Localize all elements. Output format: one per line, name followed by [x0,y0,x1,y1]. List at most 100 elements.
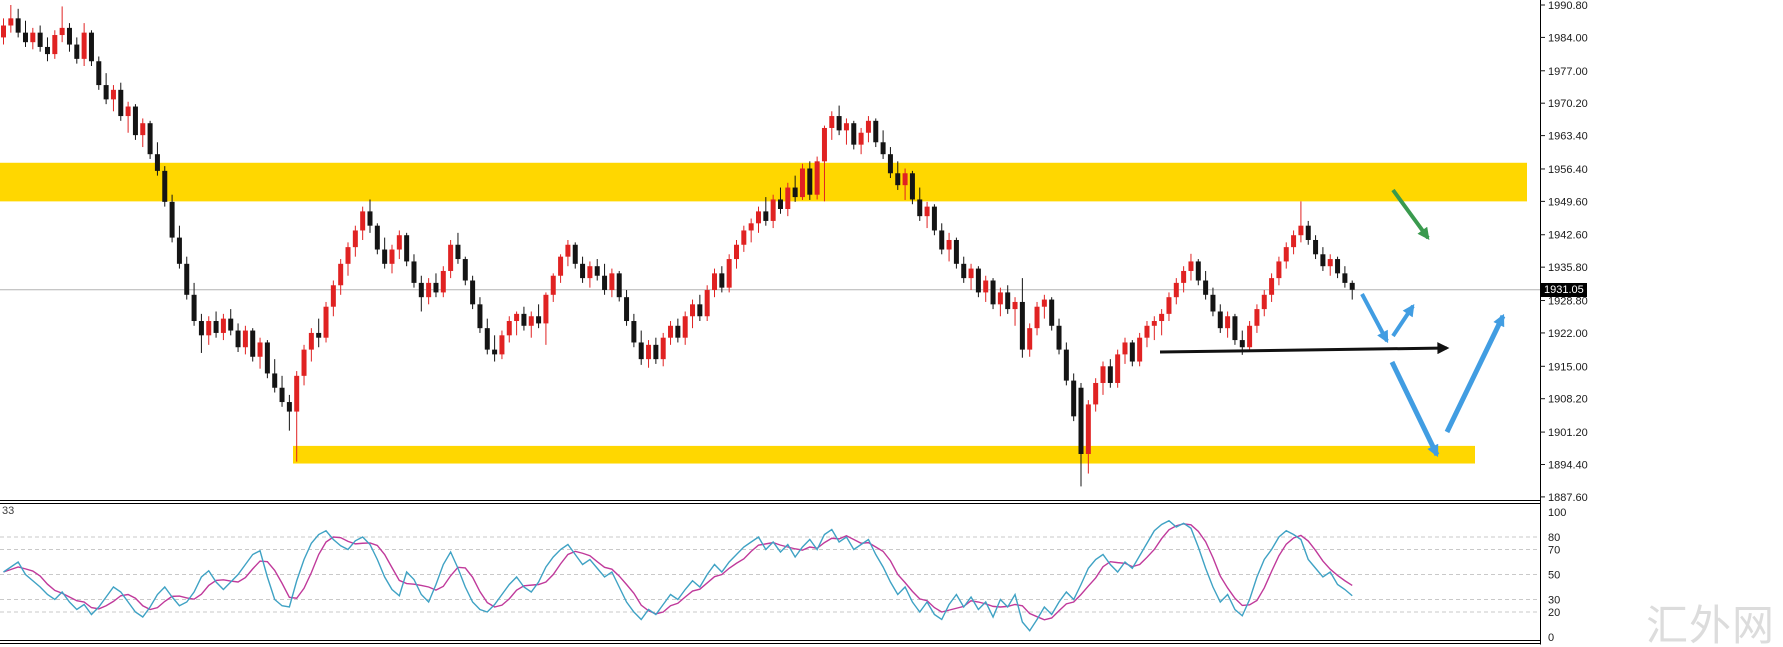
price-tick-label: 1949.60 [1548,196,1588,208]
candle-bear [887,154,893,174]
oscillator-tick-label: 50 [1548,570,1560,582]
price-zones [0,162,1527,464]
price-tick-label: 1928.80 [1548,296,1588,308]
candle-bull [220,318,226,333]
candle-bear [1019,301,1025,350]
candle-bull [843,123,849,131]
candle-bear [836,116,842,131]
candle-bull [1115,354,1121,383]
candle-bull [514,313,520,322]
candle-bear [272,373,278,388]
candle-bear [580,263,586,279]
candle-bull [668,325,674,338]
candle-bear [169,201,175,238]
candle-bear [279,387,285,403]
candle-bear [382,249,388,264]
candle-bull [1041,299,1047,307]
candle-bear [367,211,373,226]
candle-bull [755,211,761,224]
candle-bull [81,32,87,59]
support-zone [293,445,1475,464]
candle-bear [162,170,168,202]
candle-bear [74,44,80,59]
candle-bull [257,342,263,357]
price-axis[interactable]: 1990.80 1984.00 1977.00 1970.20 1963.40 1956.… [1540,0,1588,504]
candle-bull [1166,297,1172,314]
candle-bull [1225,316,1231,329]
panel-borders [0,0,1541,645]
candle-bear [470,280,476,305]
candle-bear [873,120,879,143]
candle-bear [15,18,21,33]
candle-bull [59,27,65,36]
candle-bear [455,244,461,260]
blue-small-down-arrow[interactable] [1360,293,1389,344]
candle-bear [374,225,380,250]
candle-bear [462,259,468,281]
candle-bear [1063,349,1069,381]
candle-bull [330,285,336,307]
candle-bull [308,332,314,350]
black-horizontal-arrow[interactable] [1159,342,1450,355]
candle-bull [1137,337,1143,362]
candle-bull [1261,294,1267,310]
candle-bear [235,330,241,348]
candle-bull [946,239,952,250]
candle-bear [975,268,981,293]
candle-bull [1085,404,1091,454]
candle-bull [1327,259,1333,267]
candle-bear [191,294,197,322]
candle-bull [997,292,1003,305]
blue-long-down-arrow[interactable] [1389,360,1440,458]
candle-bear [616,273,622,298]
price-tick-label: 1942.60 [1548,230,1588,242]
candle-bear [1005,292,1011,310]
candle-bull [704,290,710,317]
candle-bear [228,318,234,331]
candle-bull [646,344,652,360]
candle-bear [103,85,109,100]
blue-long-up-arrow[interactable] [1444,313,1506,434]
candle-bear [418,282,424,298]
candle-bull [983,280,989,293]
candle-bear [1320,254,1326,267]
candlesticks [1,5,1355,487]
candle-bear [286,402,292,412]
candle-bull [1298,225,1304,236]
candle-bear [1056,325,1062,350]
candle-bear [1203,280,1209,295]
candle-bear [147,123,153,155]
candle-bull [110,89,116,100]
candle-bull [426,282,432,298]
candle-bull [448,244,454,271]
candle-bear [1078,387,1084,454]
candle-bull [323,306,329,338]
candle-bull [301,349,307,376]
candle-bull [858,132,864,145]
candle-bear [653,344,659,360]
candle-bear [96,61,102,86]
green-down-arrow[interactable] [1391,188,1430,240]
candle-bear [44,46,50,55]
candle-bear [37,32,43,47]
candle-bull [1254,309,1260,326]
candle-bull [1012,301,1018,310]
candle-bear [1129,342,1135,362]
price-tick-label: 1977.00 [1548,66,1588,78]
annotation-arrows[interactable] [1159,188,1506,458]
blue-small-up-arrow[interactable] [1391,304,1415,338]
candle-bull [829,116,835,128]
candle-bull [1291,235,1297,248]
current-price-badge: 1931.05 [1541,283,1587,297]
candle-bull [1,25,6,38]
candle-bear [132,106,138,136]
candle-bull [1159,313,1165,322]
candle-bear [777,199,783,210]
candle-bear [154,154,160,171]
candle-bear [1342,273,1348,283]
candle-bear [697,304,703,317]
candle-bull [558,256,564,276]
candle-bear [22,32,28,43]
